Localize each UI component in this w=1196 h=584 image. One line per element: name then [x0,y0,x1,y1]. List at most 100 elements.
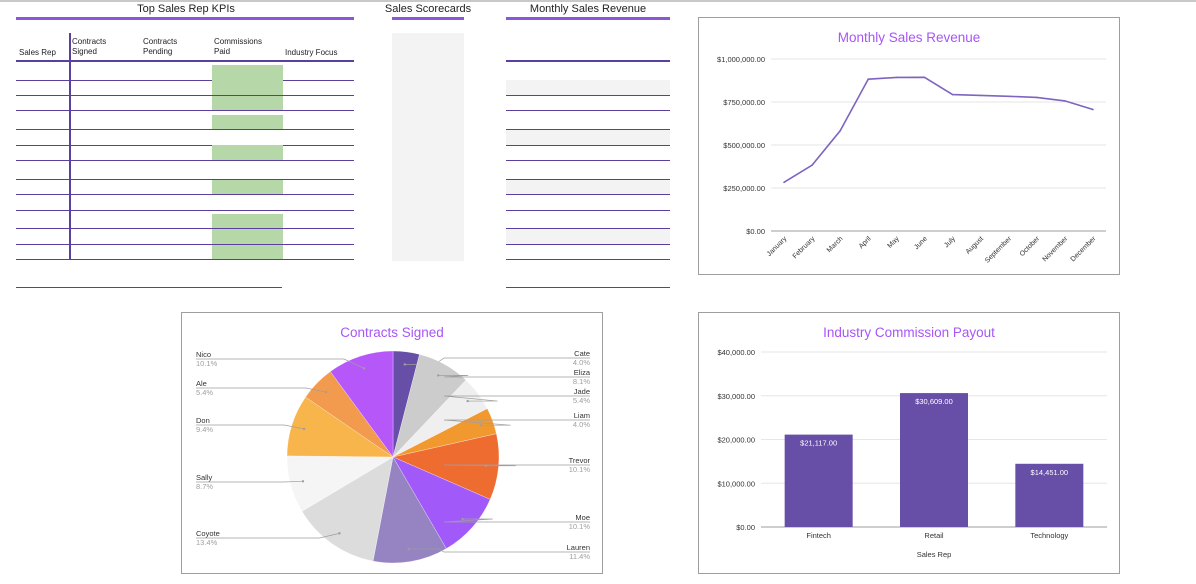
revenue-point [1036,96,1038,99]
pie-label-pct: 10.1% [196,359,218,368]
revenue-row-rule [506,94,670,96]
revenue-point [1007,95,1010,98]
pie-leader-dot [338,532,341,535]
pie-leader-line [196,358,365,369]
pie-leader-line [196,387,327,393]
kpi-header-4: Industry Focus [285,48,338,57]
commission-highlight [212,95,283,111]
bar-value-label: $30,609.00 [915,397,953,406]
pie-chart-svg: Cate4.0%Eliza8.1%Jade5.4%Liam4.0%Trevor1… [196,349,591,564]
bar-ytick-label: $40,000.00 [717,348,755,357]
revenue-point [923,76,926,79]
pie-leader-line [443,464,590,467]
pie-chart-title: Contracts Signed [340,325,444,340]
pie-label-name: Sally [196,473,213,482]
pie-label-name: Moe [575,513,590,522]
pie-label-name: Trevor [569,456,591,465]
pie-label-pct: 4.0% [573,420,590,429]
revenue-row-rule [506,144,670,146]
revenue-point [867,78,870,80]
kpi-row-rule [16,228,354,230]
kpi-total-rule [16,287,282,288]
pie-label-name: Lauren [567,543,590,552]
pie-label-name: Cate [574,349,590,358]
pie-leader-dot [407,547,410,551]
revenue-row-stripe [506,229,670,245]
pie-leader-line [443,419,590,426]
line-xtick-label: September [984,235,1014,265]
pie-slice-lauren [372,456,447,564]
kpi-section-title: Top Sales Rep KPIs [137,3,235,15]
pie-leader-dot [461,517,464,521]
pie-label-pct: 9.4% [196,425,213,434]
scorecard-panel [392,33,464,261]
pie-label-pct: 8.1% [573,377,590,386]
pie-leader-line [196,533,340,539]
scorecards-title-rule [392,17,464,20]
line-xtick-label: March [826,235,845,254]
line-xtick-label: January [766,235,789,258]
monthly-revenue-chart[interactable]: Monthly Sales Revenue $0.00 $250,000.00 $5… [698,17,1120,275]
revenue-row-rule [506,228,670,230]
kpi-row-rule [16,209,354,211]
industry-payout-chart[interactable]: Industry Commission Payout $0.00 $10,000.… [698,312,1120,574]
kpi-row-rule [16,194,354,196]
bar-chart-title: Industry Commission Payout [823,325,995,340]
line-xtick-label: November [1042,235,1070,263]
kpi-row-rule [16,144,354,146]
bar-technology [1015,463,1084,527]
pie-leader-line [438,375,590,378]
pie-leader-dot [362,367,366,370]
revenue-point [1092,108,1094,111]
revenue-row-stripe [506,179,670,195]
pie-leader-dot [302,427,306,431]
revenue-row-rule [506,209,670,211]
pie-leader-dot [403,363,406,366]
pie-leader-dot [479,423,482,427]
commission-highlight [212,213,283,229]
pie-label-pct: 11.4% [569,552,590,561]
kpi-row-rule [16,178,354,180]
revenue-row-rule [506,259,670,261]
line-ytick-label: $0.00 [746,227,765,236]
revenue-row-rule [506,129,670,131]
pie-leader-dot [437,374,440,377]
contracts-signed-chart[interactable]: Contracts Signed Cate 4.0% Eliza 8.1% Jade 5.… [181,312,603,574]
kpi-header-2: Contracts Pending [143,37,178,56]
bar-fintech [784,434,853,527]
pie-leader-dot [301,480,305,483]
line-ytick-label: $750,000.00 [723,98,765,107]
revenue-total-rule [506,287,670,288]
kpi-row-rule [16,79,354,81]
revenue-point [979,94,982,97]
kpi-header-1: Contracts Signed [72,37,107,56]
pie-label-pct: 13.4% [196,538,218,547]
line-ytick-label: $500,000.00 [723,141,765,150]
revenue-row-rule [506,159,670,161]
kpi-row-rule [16,259,354,261]
pie-label-pct: 4.0% [573,358,590,367]
kpi-row-rule [16,110,354,112]
revenue-point [811,164,813,166]
pie-label-name: Coyote [196,529,220,538]
line-xtick-label: December [1070,235,1098,263]
kpi-header-3: Commissions Paid [214,37,263,56]
commission-highlight [212,244,283,260]
bar-value-label: $21,117.00 [800,439,837,448]
pie-leader-dot [324,390,328,394]
revenue-point [951,93,954,96]
commission-highlight [212,145,283,161]
commission-highlight [212,229,283,245]
revenue-row-rule [506,243,670,245]
revenue-row-stripe [506,80,670,96]
line-xtick-label: June [913,235,929,251]
pie-label-pct: 10.1% [569,522,591,531]
revenue-row-rule [506,178,670,180]
kpi-header-0: Sales Rep [19,48,56,57]
revenue-section-title: Monthly Sales Revenue [529,3,647,15]
bar-ytick-label: $0.00 [736,523,755,532]
pie-leader-line [408,548,590,553]
line-xtick-label: October [1019,235,1042,258]
bar-xaxis-title: Sales Rep [917,550,952,559]
kpi-row-rule [16,94,354,96]
